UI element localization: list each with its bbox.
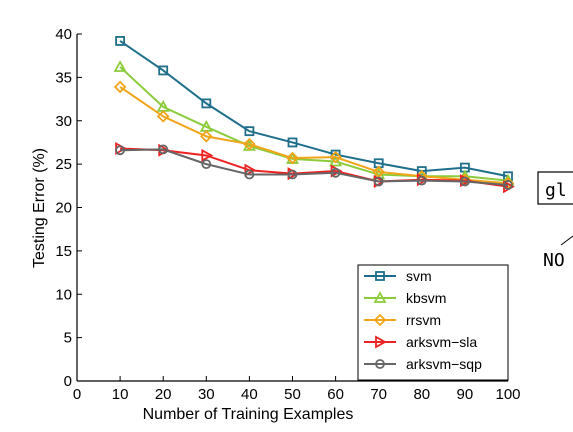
- data-series: [113, 36, 515, 194]
- series-4: [115, 144, 513, 190]
- data-point: [416, 175, 427, 186]
- y-tick-label: 40: [55, 26, 72, 43]
- data-point: [244, 163, 257, 177]
- y-tick-label: 25: [55, 156, 72, 173]
- legend-label: arksvm−sqp: [406, 356, 482, 372]
- y-axis-ticks: 0 5 10 15 20 25 30 35 40: [55, 26, 82, 390]
- y-tick-label: 20: [55, 200, 72, 217]
- legend-label: svm: [406, 268, 432, 284]
- data-point: [201, 148, 214, 162]
- series-line: [119, 86, 509, 185]
- legend-entry: rrsvm: [364, 312, 441, 328]
- data-point: [286, 151, 299, 165]
- data-point: [158, 65, 169, 76]
- series-line: [119, 40, 509, 178]
- data-point: [115, 36, 125, 46]
- series-line: [119, 66, 509, 182]
- y-tick-label: 10: [55, 286, 72, 303]
- series-0: [115, 36, 513, 182]
- x-tick-label: 50: [284, 386, 301, 403]
- y-tick-label: 35: [55, 69, 72, 86]
- data-point: [287, 169, 298, 180]
- y-tick-label: 30: [55, 113, 72, 130]
- data-point: [158, 144, 169, 155]
- legend-entry: svm: [364, 268, 432, 284]
- x-tick-label: 30: [198, 386, 215, 403]
- adjacent-figure-fragment: gl NO: [537, 171, 573, 271]
- data-point: [201, 159, 212, 170]
- data-point: [329, 154, 343, 167]
- data-point: [113, 80, 127, 94]
- legend-swatch-marker: [373, 291, 387, 303]
- legend-entry: arksvm−sqp: [364, 356, 482, 372]
- data-point: [243, 137, 256, 151]
- legend-entry: kbsvm: [364, 290, 446, 306]
- data-point: [200, 130, 213, 143]
- data-point: [373, 176, 384, 187]
- legend-entry: arksvm−sla: [364, 334, 477, 350]
- fragment-box: [537, 171, 573, 205]
- legend-swatch-marker: [373, 313, 387, 327]
- data-point: [244, 169, 255, 180]
- data-point: [459, 176, 470, 187]
- fragment-arrow-line: [560, 235, 573, 246]
- x-tick-label: 70: [370, 386, 387, 403]
- x-tick-label: 0: [73, 386, 81, 403]
- fragment-box-text: gl: [545, 180, 567, 201]
- data-point: [287, 137, 298, 148]
- data-point: [416, 166, 427, 176]
- data-point: [329, 150, 342, 164]
- x-tick-label: 80: [413, 386, 430, 403]
- data-point: [503, 180, 513, 190]
- legend-swatch-marker: [375, 271, 385, 281]
- data-point: [113, 60, 127, 72]
- data-point: [156, 110, 170, 123]
- series-line: [120, 148, 509, 186]
- x-axis-label: Number of Training Examples: [143, 406, 354, 423]
- data-point: [330, 167, 341, 178]
- legend-swatch-marker: [375, 335, 387, 349]
- legend-label: arksvm−sla: [406, 334, 477, 350]
- x-tick-label: 100: [495, 386, 520, 403]
- y-tick-label: 0: [64, 373, 72, 390]
- data-point: [244, 126, 255, 137]
- x-tick-label: 20: [155, 386, 172, 403]
- data-point: [330, 149, 341, 160]
- data-point: [115, 145, 125, 156]
- legend-label: rrsvm: [406, 312, 441, 328]
- legend-label: kbsvm: [406, 290, 446, 306]
- legend: svm kbsvm rrsvm arksvm−sla arksvm−sqp: [357, 264, 509, 381]
- y-tick-label: 15: [55, 243, 72, 260]
- x-tick-label: 90: [457, 386, 474, 403]
- x-tick-label: 60: [327, 386, 344, 403]
- legend-swatch-marker: [375, 359, 385, 369]
- x-tick-label: 40: [241, 386, 258, 403]
- data-point: [201, 98, 212, 109]
- y-axis-label: Testing Error (%): [31, 148, 48, 268]
- x-tick-label: 10: [112, 386, 129, 403]
- fragment-lower-text: NO: [543, 250, 565, 271]
- y-tick-label: 5: [64, 330, 72, 347]
